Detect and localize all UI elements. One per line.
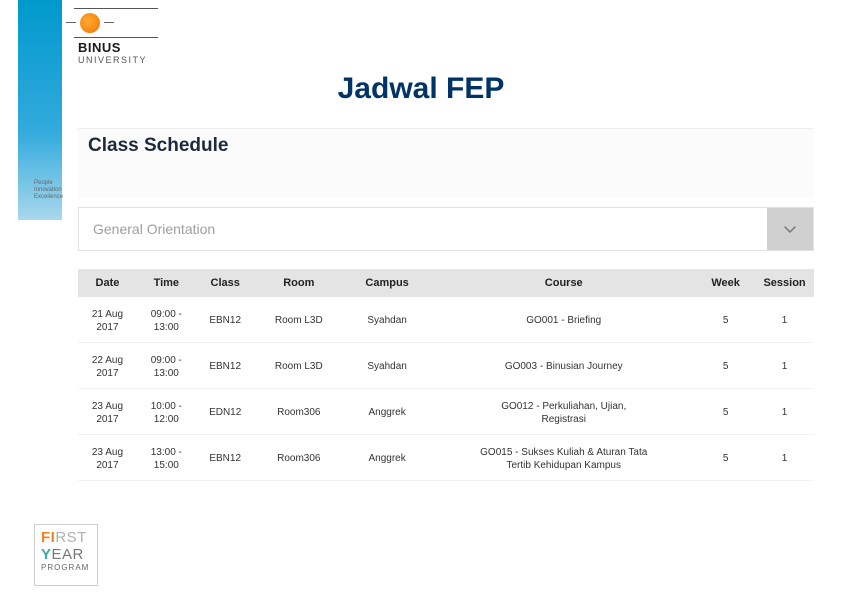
cell-course: GO001 - Briefing: [431, 301, 696, 343]
cell-class: EBN12: [196, 439, 255, 481]
cell-course: GO003 - Binusian Journey: [431, 347, 696, 389]
fyp-line2: YEAR: [41, 546, 91, 563]
section-title: Class Schedule: [88, 135, 804, 157]
table-row: 23 Aug2017 10:00 -12:00 EDN12 Room306 An…: [78, 393, 814, 435]
logo-subtitle: UNIVERSITY: [74, 55, 166, 65]
tagline-line: People: [34, 180, 63, 187]
cell-session: 1: [755, 347, 814, 389]
cell-campus: Syahdan: [343, 301, 431, 343]
cell-room: Room L3D: [255, 301, 343, 343]
col-class: Class: [196, 269, 255, 297]
cell-session: 1: [755, 393, 814, 435]
chevron-down-icon: [767, 208, 813, 250]
cell-time: 10:00 -12:00: [137, 393, 196, 435]
cell-time: 13:00 -15:00: [137, 439, 196, 481]
cell-session: 1: [755, 439, 814, 481]
logo-name: BINUS: [74, 40, 166, 55]
logo-rule-bottom: [74, 37, 158, 38]
cell-time: 09:00 -13:00: [137, 347, 196, 389]
cell-room: Room306: [255, 393, 343, 435]
col-date: Date: [78, 269, 137, 297]
col-course: Course: [431, 269, 696, 297]
cell-date: 22 Aug2017: [78, 347, 137, 389]
cell-week: 5: [696, 393, 755, 435]
page-title: Jadwal FEP: [0, 72, 842, 106]
cell-room: Room306: [255, 439, 343, 481]
first-year-program-badge: FIRST YEAR PROGRAM: [34, 524, 98, 586]
logo-rule-top: [74, 8, 158, 9]
col-week: Week: [696, 269, 755, 297]
table-row: 23 Aug2017 13:00 -15:00 EBN12 Room306 An…: [78, 439, 814, 481]
cell-campus: Anggrek: [343, 393, 431, 435]
table-row: 22 Aug2017 09:00 -13:00 EBN12 Room L3D S…: [78, 347, 814, 389]
fyp-line1: FIRST: [41, 529, 91, 546]
logo-globe-icon: [80, 13, 100, 33]
schedule-table: Date Time Class Room Campus Course Week …: [78, 265, 814, 485]
col-session: Session: [755, 269, 814, 297]
binus-logo: BINUS UNIVERSITY: [74, 8, 166, 65]
cell-week: 5: [696, 301, 755, 343]
cell-course: GO015 - Sukses Kuliah & Aturan TataTerti…: [431, 439, 696, 481]
cell-campus: Anggrek: [343, 439, 431, 481]
cell-class: EDN12: [196, 393, 255, 435]
cell-course: GO012 - Perkuliahan, Ujian,Registrasi: [431, 393, 696, 435]
col-room: Room: [255, 269, 343, 297]
cell-campus: Syahdan: [343, 347, 431, 389]
table-header-row: Date Time Class Room Campus Course Week …: [78, 269, 814, 297]
brand-tagline: People Innovation Excellence: [34, 180, 63, 202]
cell-date: 23 Aug2017: [78, 393, 137, 435]
cell-week: 5: [696, 347, 755, 389]
tagline-line: Excellence: [34, 194, 63, 201]
cell-date: 23 Aug2017: [78, 439, 137, 481]
dropdown-selected-label: General Orientation: [79, 221, 215, 237]
schedule-panel: Class Schedule General Orientation Date …: [78, 128, 814, 485]
cell-room: Room L3D: [255, 347, 343, 389]
cell-week: 5: [696, 439, 755, 481]
cell-date: 21 Aug2017: [78, 301, 137, 343]
table-row: 21 Aug2017 09:00 -13:00 EBN12 Room L3D S…: [78, 301, 814, 343]
col-campus: Campus: [343, 269, 431, 297]
section-header: Class Schedule: [78, 128, 814, 197]
cell-time: 09:00 -13:00: [137, 301, 196, 343]
cell-session: 1: [755, 301, 814, 343]
fyp-line3: PROGRAM: [41, 563, 91, 572]
col-time: Time: [137, 269, 196, 297]
cell-class: EBN12: [196, 301, 255, 343]
cell-class: EBN12: [196, 347, 255, 389]
schedule-filter-dropdown[interactable]: General Orientation: [78, 207, 814, 251]
tagline-line: Innovation: [34, 187, 63, 194]
